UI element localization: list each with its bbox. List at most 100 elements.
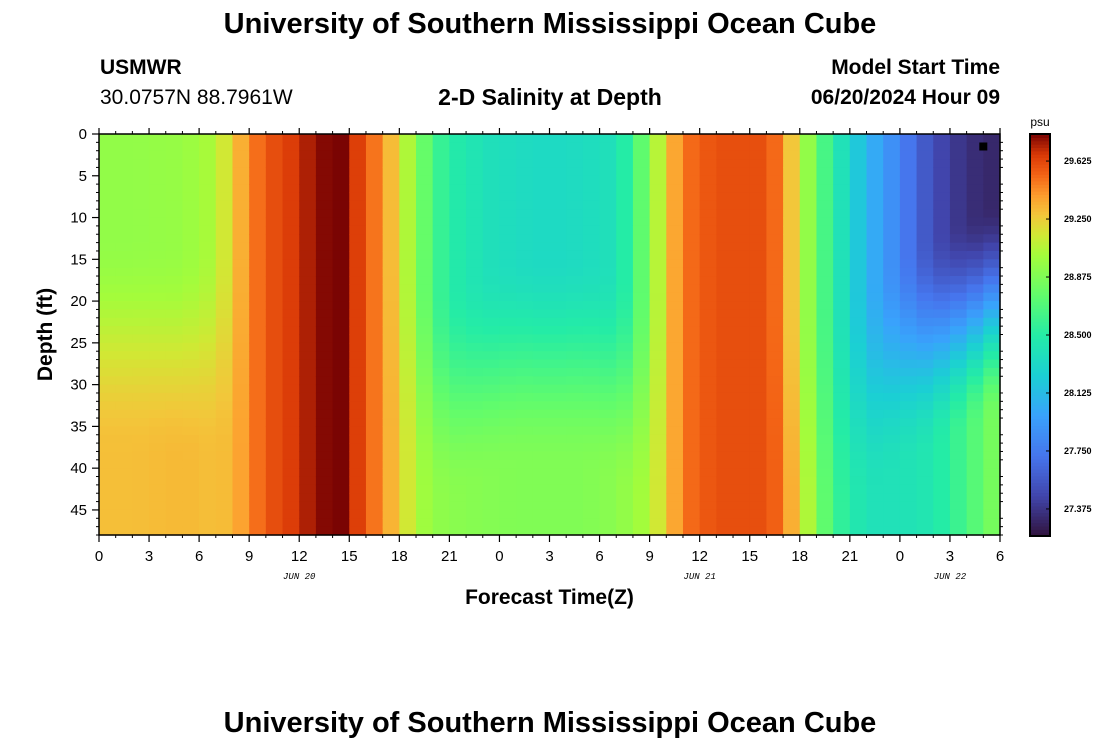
- heatmap-cell: [199, 284, 217, 294]
- heatmap-cell: [899, 225, 918, 235]
- heatmap-cell: [699, 184, 717, 194]
- heatmap-cell: [532, 134, 551, 143]
- heatmap-cell: [599, 192, 617, 202]
- heatmap-cell: [432, 392, 450, 402]
- heatmap-cell: [899, 392, 918, 402]
- heatmap-cell: [115, 267, 133, 277]
- heatmap-cell: [716, 167, 734, 177]
- heatmap-cell: [516, 359, 534, 369]
- heatmap-cell: [99, 451, 117, 461]
- heatmap-cell: [783, 242, 801, 252]
- colorbar-segment: [1030, 455, 1050, 460]
- heatmap-cell: [249, 284, 267, 294]
- heatmap-cell: [432, 367, 450, 377]
- heatmap-cell: [749, 509, 768, 519]
- heatmap-cell: [933, 167, 951, 177]
- heatmap-cell: [182, 234, 200, 244]
- heatmap-cell: [382, 259, 400, 269]
- heatmap-cell: [449, 267, 467, 277]
- heatmap-cell: [315, 401, 334, 411]
- heatmap-cell: [215, 242, 234, 252]
- heatmap-cell: [699, 159, 717, 169]
- heatmap-cell: [232, 351, 250, 361]
- heatmap-cell: [833, 242, 851, 252]
- heatmap-cell: [599, 384, 617, 394]
- heatmap-cell: [899, 426, 918, 436]
- heatmap-cell: [816, 418, 834, 427]
- heatmap-cell: [582, 242, 601, 252]
- heatmap-cell: [682, 225, 701, 235]
- heatmap-cell: [499, 443, 517, 453]
- heatmap-cell: [833, 384, 851, 394]
- heatmap-cell: [299, 250, 317, 260]
- heatmap-cell: [649, 209, 667, 219]
- heatmap-cell: [883, 192, 901, 202]
- heatmap-cell: [249, 468, 267, 478]
- chart-subtitle: 2-D Salinity at Depth: [438, 84, 662, 110]
- heatmap-cell: [466, 167, 484, 177]
- heatmap-cell: [966, 392, 984, 402]
- heatmap-cell: [849, 434, 868, 444]
- heatmap-cell: [749, 326, 768, 336]
- heatmap-cell: [616, 159, 634, 169]
- heatmap-cell: [99, 476, 117, 486]
- heatmap-cell: [215, 409, 234, 419]
- heatmap-cell: [849, 401, 868, 411]
- heatmap-cell: [416, 301, 434, 311]
- heatmap-cell: [382, 234, 400, 244]
- heatmap-cell: [716, 426, 734, 436]
- heatmap-cell: [883, 367, 901, 377]
- heatmap-cell: [432, 526, 450, 536]
- heatmap-cell: [399, 443, 417, 453]
- heatmap-cell: [849, 259, 868, 269]
- heatmap-cell: [215, 367, 234, 377]
- heatmap-cell: [532, 167, 551, 177]
- heatmap-cell: [315, 259, 334, 269]
- colorbar-segment: [1030, 529, 1050, 534]
- heatmap-cell: [933, 309, 951, 319]
- heatmap-cell: [482, 443, 501, 453]
- heatmap-cell: [666, 276, 684, 285]
- heatmap-cell: [549, 175, 567, 185]
- heatmap-cell: [733, 443, 751, 453]
- heatmap-cell: [215, 225, 234, 235]
- heatmap-cell: [232, 459, 250, 469]
- heatmap-cell: [733, 367, 751, 377]
- heatmap-cell: [249, 250, 267, 260]
- heatmap-cell: [516, 476, 534, 486]
- heatmap-cell: [899, 159, 918, 169]
- heatmap-cell: [666, 351, 684, 361]
- heatmap-cell: [966, 159, 984, 169]
- heatmap-cell: [949, 200, 968, 210]
- heatmap-cell: [949, 142, 968, 152]
- colorbar-segment: [1030, 261, 1050, 266]
- colorbar-segment: [1030, 184, 1050, 189]
- heatmap-cell: [933, 267, 951, 277]
- heatmap-cell: [682, 418, 701, 427]
- heatmap-cell: [949, 217, 968, 227]
- heatmap-cell: [966, 426, 984, 436]
- heatmap-cell: [349, 217, 367, 227]
- heatmap-cell: [365, 267, 384, 277]
- heatmap-cell: [499, 134, 517, 143]
- heatmap-cell: [582, 309, 601, 319]
- heatmap-cell: [399, 284, 417, 294]
- heatmap-cell: [749, 484, 768, 494]
- heatmap-cell: [849, 217, 868, 227]
- heatmap-cell: [149, 443, 167, 453]
- heatmap-cell: [632, 334, 651, 344]
- heatmap-cell: [916, 468, 934, 478]
- heatmap-cell: [399, 493, 417, 503]
- heatmap-cell: [616, 367, 634, 377]
- heatmap-cell: [616, 401, 634, 411]
- heatmap-cell: [99, 518, 117, 528]
- heatmap-cell: [699, 309, 717, 319]
- heatmap-cell: [599, 334, 617, 344]
- heatmap-cell: [966, 209, 984, 219]
- heatmap-cell: [682, 250, 701, 260]
- heatmap-cell: [466, 217, 484, 227]
- heatmap-cell: [449, 526, 467, 536]
- heatmap-cell: [833, 259, 851, 269]
- heatmap-cell: [783, 250, 801, 260]
- heatmap-cell: [632, 359, 651, 369]
